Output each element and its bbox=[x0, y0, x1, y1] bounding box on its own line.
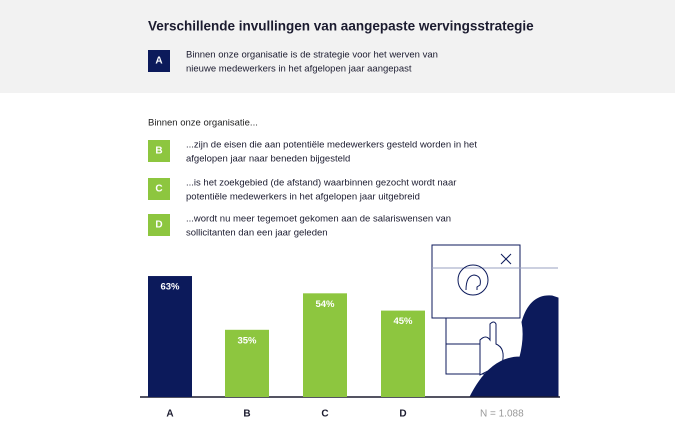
legend-swatch bbox=[148, 50, 170, 72]
x-tick-label: B bbox=[243, 409, 250, 420]
x-tick-label: D bbox=[399, 409, 406, 420]
value-label: 45% bbox=[393, 316, 413, 327]
legend-text: potentiële medewerkers in het afgelopen … bbox=[186, 192, 420, 203]
legend-key: D bbox=[155, 220, 162, 231]
value-label: 35% bbox=[237, 335, 257, 346]
bar bbox=[303, 293, 347, 397]
bar bbox=[148, 276, 192, 397]
legend-key: B bbox=[155, 146, 162, 157]
value-label: 63% bbox=[160, 282, 180, 293]
subtitle: Binnen onze organisatie... bbox=[148, 118, 258, 129]
legend-key: C bbox=[155, 184, 162, 195]
x-tick-label: A bbox=[166, 409, 173, 420]
value-label: 54% bbox=[315, 299, 335, 310]
legend-text: ...wordt nu meer tegemoet gekomen aan de… bbox=[186, 214, 451, 225]
x-tick-label: C bbox=[321, 409, 328, 420]
legend-swatch bbox=[148, 140, 170, 162]
note: N = 1.088 bbox=[480, 409, 524, 420]
bar bbox=[225, 329, 269, 397]
legend-swatch bbox=[148, 178, 170, 200]
legend-text: Binnen onze organisatie is de strategie … bbox=[186, 50, 438, 61]
legend-text: nieuwe medewerkers in het afgelopen jaar… bbox=[186, 64, 412, 75]
bar bbox=[381, 310, 425, 397]
header-band bbox=[0, 0, 675, 93]
illustration bbox=[431, 244, 559, 398]
legend-swatch bbox=[148, 214, 170, 236]
chart-title: Verschillende invullingen van aangepaste… bbox=[148, 19, 534, 34]
legend-text: ...zijn de eisen die aan potentiële mede… bbox=[186, 140, 477, 151]
legend-text: sollicitanten dan een jaar geleden bbox=[186, 228, 328, 239]
legend-text: ...is het zoekgebied (de afstand) waarbi… bbox=[186, 178, 456, 189]
legend-text: afgelopen jaar naar beneden bijgesteld bbox=[186, 154, 350, 165]
legend-key: A bbox=[155, 56, 162, 67]
